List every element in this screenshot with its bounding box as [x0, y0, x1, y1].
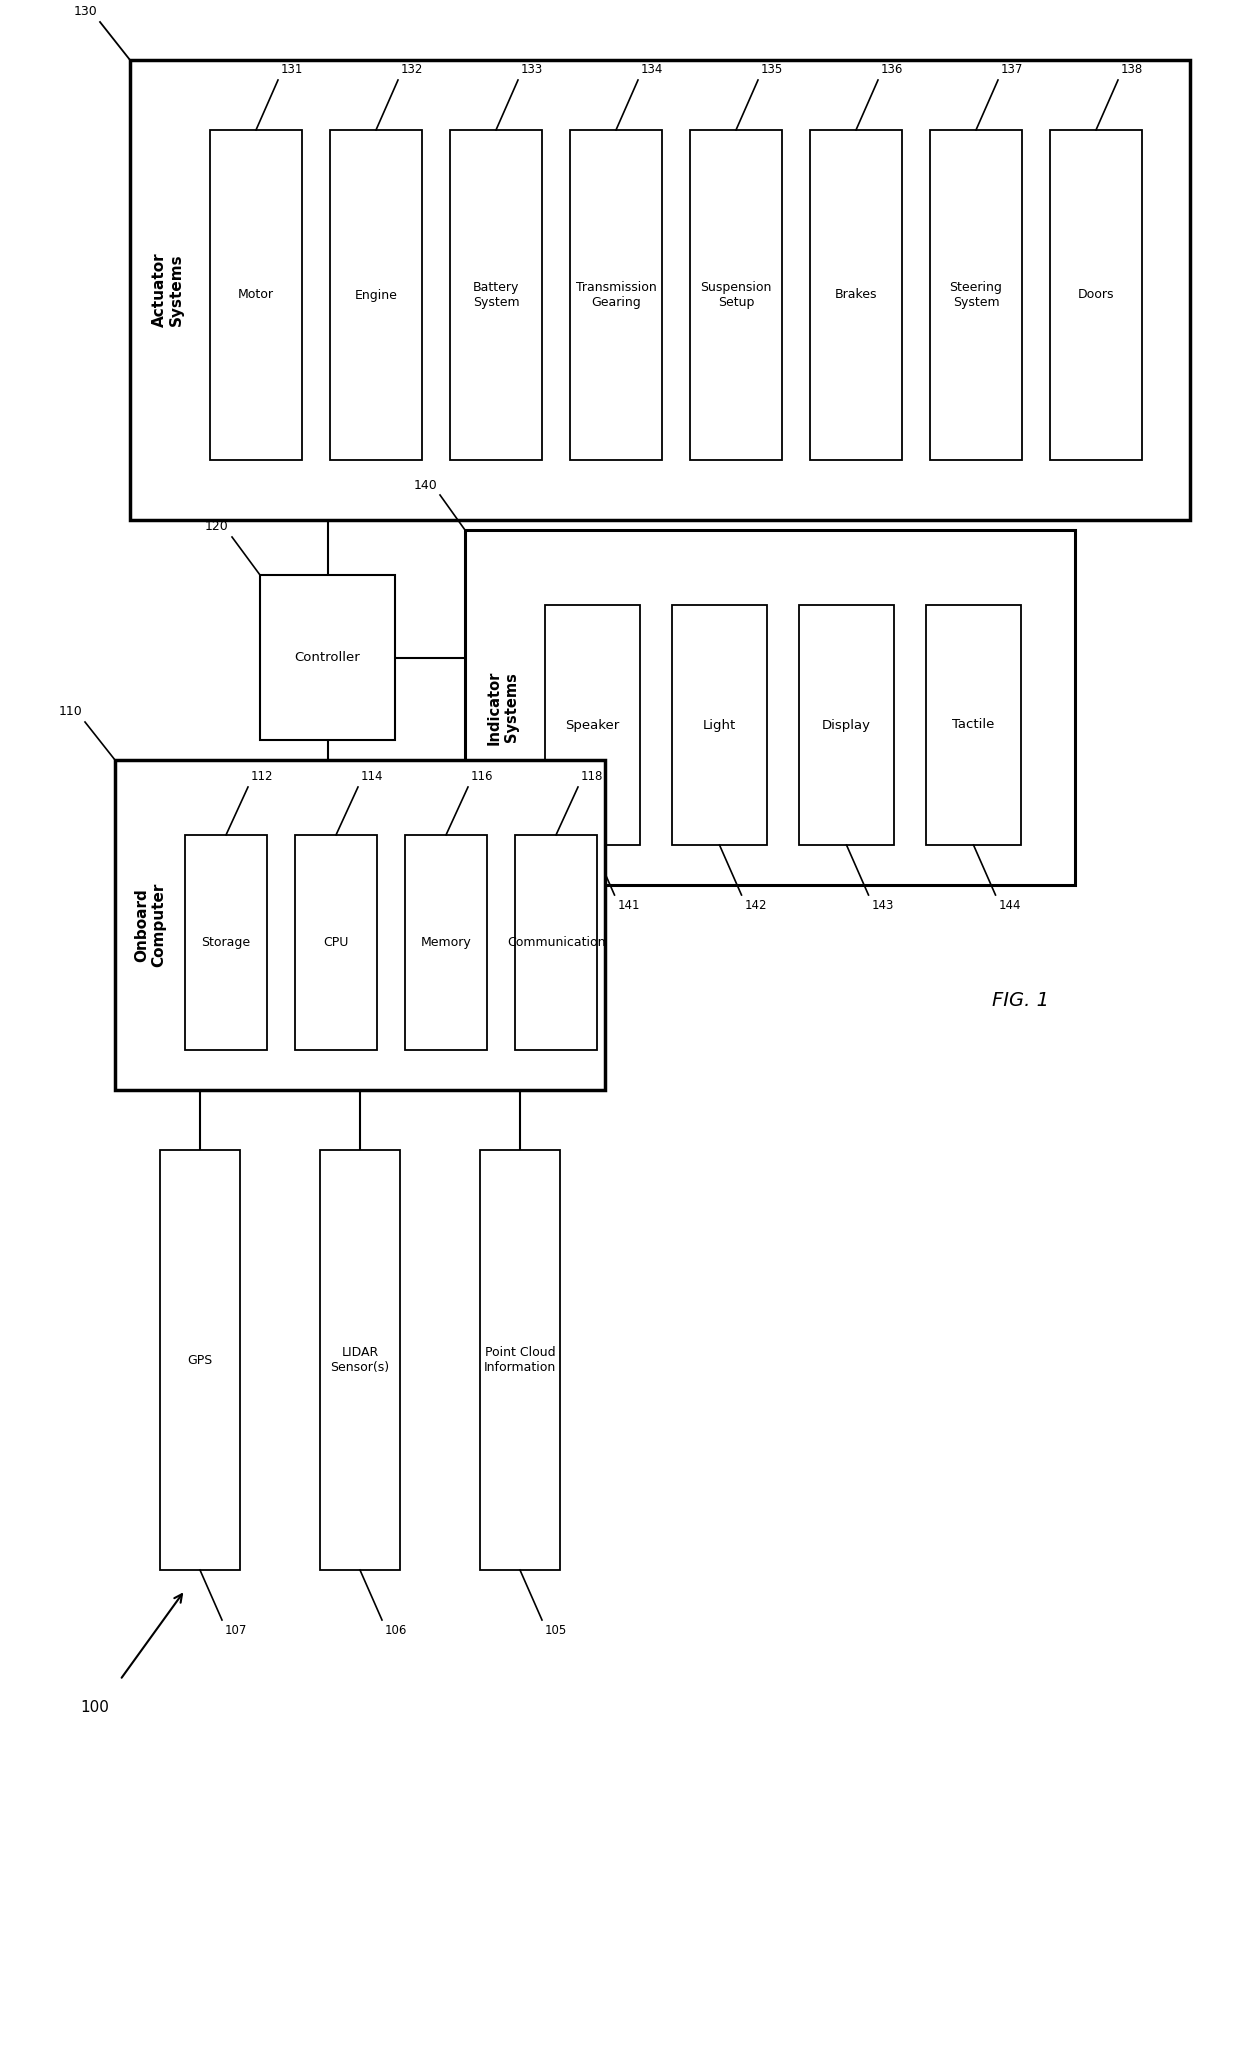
Bar — [450, 130, 542, 460]
Bar — [546, 604, 640, 845]
Bar — [210, 130, 303, 460]
Bar — [115, 760, 605, 1091]
Bar — [465, 530, 1075, 886]
Bar — [260, 575, 396, 739]
Text: 110: 110 — [58, 706, 82, 718]
Text: 144: 144 — [998, 898, 1021, 913]
Text: LIDAR
Sensor(s): LIDAR Sensor(s) — [330, 1346, 389, 1374]
Bar — [330, 130, 422, 460]
Text: 141: 141 — [618, 898, 640, 913]
Text: Motor: Motor — [238, 288, 274, 302]
Bar — [405, 834, 487, 1049]
Text: CPU: CPU — [324, 936, 348, 948]
Text: Onboard
Computer: Onboard Computer — [134, 882, 166, 967]
Bar — [480, 1151, 560, 1569]
Text: 134: 134 — [641, 62, 663, 77]
Text: Brakes: Brakes — [835, 288, 877, 302]
Text: 130: 130 — [73, 4, 97, 19]
Text: 138: 138 — [1121, 62, 1143, 77]
Text: Indicator
Systems: Indicator Systems — [487, 671, 520, 745]
Text: 100: 100 — [81, 1699, 109, 1716]
Bar — [689, 130, 782, 460]
Text: 118: 118 — [582, 770, 604, 782]
Text: Actuator
Systems: Actuator Systems — [151, 253, 185, 327]
Text: GPS: GPS — [187, 1354, 212, 1366]
Bar — [570, 130, 662, 460]
Text: Communication: Communication — [507, 936, 605, 948]
Bar — [185, 834, 267, 1049]
Text: 116: 116 — [471, 770, 494, 782]
Bar — [515, 834, 596, 1049]
Text: 114: 114 — [361, 770, 383, 782]
Text: 107: 107 — [224, 1625, 247, 1637]
Text: 105: 105 — [546, 1625, 567, 1637]
Text: 140: 140 — [413, 478, 436, 493]
Text: Suspension
Setup: Suspension Setup — [701, 282, 771, 308]
Text: 137: 137 — [1001, 62, 1023, 77]
Text: Speaker: Speaker — [565, 718, 620, 731]
Bar — [130, 60, 1190, 520]
Text: 112: 112 — [250, 770, 274, 782]
Bar — [295, 834, 377, 1049]
Text: Point Cloud
Information: Point Cloud Information — [484, 1346, 556, 1374]
Bar — [160, 1151, 241, 1569]
Text: Display: Display — [822, 718, 870, 731]
Bar — [810, 130, 901, 460]
Text: 106: 106 — [384, 1625, 408, 1637]
Text: Transmission
Gearing: Transmission Gearing — [575, 282, 656, 308]
Text: 132: 132 — [401, 62, 423, 77]
Text: 133: 133 — [521, 62, 543, 77]
Text: Light: Light — [703, 718, 737, 731]
Text: 136: 136 — [880, 62, 904, 77]
Text: FIG. 1: FIG. 1 — [992, 992, 1049, 1010]
Text: 131: 131 — [281, 62, 304, 77]
Bar — [930, 130, 1022, 460]
Text: Engine: Engine — [355, 288, 398, 302]
Bar — [799, 604, 894, 845]
Text: 142: 142 — [744, 898, 768, 913]
Text: Tactile: Tactile — [952, 718, 994, 731]
Bar — [926, 604, 1021, 845]
Text: 120: 120 — [205, 520, 228, 532]
Bar — [320, 1151, 401, 1569]
Text: Storage: Storage — [201, 936, 250, 948]
Text: Battery
System: Battery System — [472, 282, 520, 308]
Text: 143: 143 — [872, 898, 894, 913]
Bar — [672, 604, 768, 845]
Text: Memory: Memory — [420, 936, 471, 948]
Text: Steering
System: Steering System — [950, 282, 1002, 308]
Text: 135: 135 — [761, 62, 784, 77]
Bar — [1050, 130, 1142, 460]
Text: Controller: Controller — [295, 650, 361, 664]
Text: Doors: Doors — [1078, 288, 1115, 302]
